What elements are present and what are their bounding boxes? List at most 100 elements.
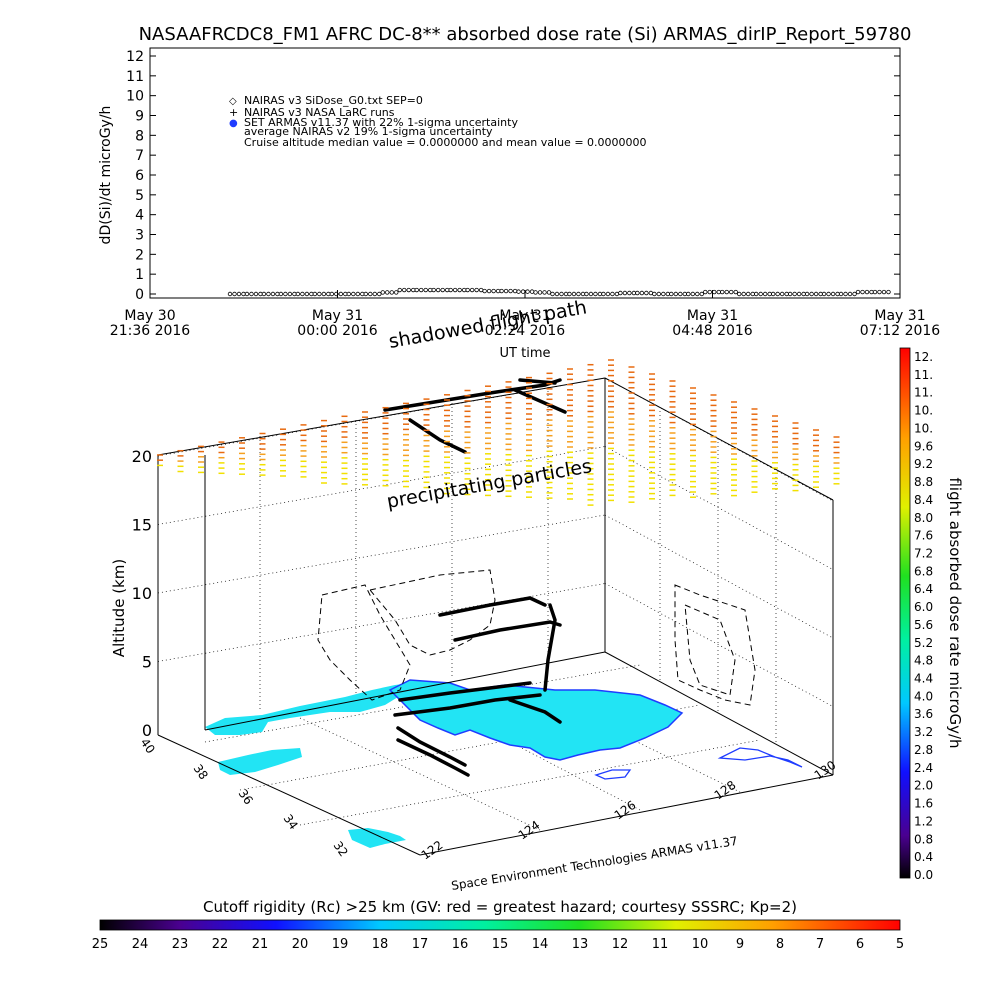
series-point xyxy=(402,287,407,293)
series-point xyxy=(847,291,853,297)
track-mid-1 xyxy=(438,596,547,617)
series-point xyxy=(452,287,458,293)
series-point xyxy=(444,287,450,293)
dose-colorbar-label: 9.2 xyxy=(914,457,933,471)
longitude-tick-label: 124 xyxy=(516,818,543,843)
dashed-box-left xyxy=(317,584,411,701)
series-point xyxy=(801,291,806,297)
series-point xyxy=(860,289,865,295)
series-point xyxy=(695,291,700,297)
series-point xyxy=(355,291,361,297)
series-point xyxy=(258,291,263,297)
land-masses xyxy=(205,679,803,848)
series-point xyxy=(821,291,827,297)
series-point xyxy=(627,290,632,296)
latitude-tick-label: 32 xyxy=(331,839,351,860)
series-point xyxy=(546,290,552,295)
box-edge-bottom-back xyxy=(204,651,606,731)
series-point xyxy=(610,291,615,297)
dose-colorbar-label: 4.8 xyxy=(914,654,933,668)
series-point xyxy=(716,289,721,295)
series-point xyxy=(864,289,870,295)
dose-colorbar-label: 7.6 xyxy=(914,529,933,543)
y-tick-label: 9 xyxy=(135,109,144,125)
legend-label-0: NAIRAS v3 SiDose_G0.txt SEP=0 xyxy=(244,94,423,107)
series-point xyxy=(661,291,666,297)
altitude-tick-label: 15 xyxy=(132,516,152,535)
series-point xyxy=(287,291,293,297)
rigidity-colorbar-title: Cutoff rigidity (Rc) >25 km (GV: red = g… xyxy=(203,898,797,916)
series-point xyxy=(261,291,267,297)
dose-colorbar-gradient xyxy=(899,347,911,879)
latitude-ticks: 40 38 36 34 32 xyxy=(138,736,351,860)
track-upper-4 xyxy=(518,378,557,385)
dose-colorbar-label: 3.2 xyxy=(914,725,933,739)
series-point xyxy=(516,289,521,294)
latitude-tick-label: 36 xyxy=(236,787,256,808)
series-point xyxy=(656,291,662,297)
series-point xyxy=(703,289,708,295)
series-point xyxy=(635,290,640,296)
series-point xyxy=(363,291,368,297)
series-point xyxy=(571,291,577,297)
x-tick-date: May 30 xyxy=(124,308,175,324)
series-point xyxy=(559,291,564,297)
series-point xyxy=(699,291,704,297)
dose-colorbar-label: 0.0 xyxy=(914,868,933,882)
series-point xyxy=(457,287,462,293)
series-point xyxy=(588,291,594,297)
series-point xyxy=(346,291,352,297)
dose-colorbar-label: 2.0 xyxy=(914,779,933,793)
series-point xyxy=(525,289,530,294)
track-mid-2 xyxy=(453,620,562,642)
rigidity-label: 18 xyxy=(372,937,389,952)
x-tick-time: 04:48 2016 xyxy=(672,323,753,339)
rigidity-label: 22 xyxy=(212,937,229,952)
series-point xyxy=(478,287,484,293)
series-point xyxy=(733,289,738,295)
legend-symbol-2: ● xyxy=(229,118,238,129)
rigidity-label: 25 xyxy=(92,937,109,952)
land-islands xyxy=(218,748,302,775)
series-point xyxy=(639,290,645,296)
dose-colorbar-label: 10. xyxy=(914,404,933,418)
series-point xyxy=(724,289,729,295)
series-point xyxy=(813,291,819,297)
box-edge-front-lat xyxy=(157,734,421,856)
dashed-projection-boxes xyxy=(317,569,756,706)
dose-colorbar-label: 5.2 xyxy=(914,636,933,650)
series-point xyxy=(360,291,365,297)
series-point xyxy=(835,291,840,297)
series-point xyxy=(397,287,402,293)
x-tick-date: May 31 xyxy=(312,308,363,324)
series-point xyxy=(253,291,259,297)
series-point xyxy=(465,287,470,293)
altitude-tick-label: 20 xyxy=(132,447,152,466)
y-tick-label: 12 xyxy=(126,49,144,65)
series-point xyxy=(669,291,674,297)
dose-colorbar-label: 2.4 xyxy=(914,761,933,775)
x-tick-time: 02:24 2016 xyxy=(485,323,566,339)
series-point xyxy=(852,291,857,297)
grid-line xyxy=(299,717,541,831)
rigidity-colorbar-labels: 25 24 23 22 21 20 19 18 17 16 15 14 13 12 11 10 9 8 7 6 5 xyxy=(92,937,904,952)
dose-colorbar-label: 6.8 xyxy=(914,564,933,578)
series-point xyxy=(838,291,844,297)
series-point xyxy=(537,290,543,295)
altitude-ticks: 0 5 10 15 20 xyxy=(132,447,152,740)
series-point xyxy=(796,291,802,297)
grid-line xyxy=(157,514,606,594)
series-point xyxy=(317,291,322,297)
series-point xyxy=(855,289,861,295)
dose-colorbar-label: 4.0 xyxy=(914,689,933,703)
box-edge-back-top xyxy=(157,377,606,456)
series-point xyxy=(720,289,725,295)
series-point xyxy=(329,291,335,297)
series-point xyxy=(580,291,586,297)
series-point xyxy=(266,291,271,297)
x-tick-date: May 31 xyxy=(687,308,738,324)
